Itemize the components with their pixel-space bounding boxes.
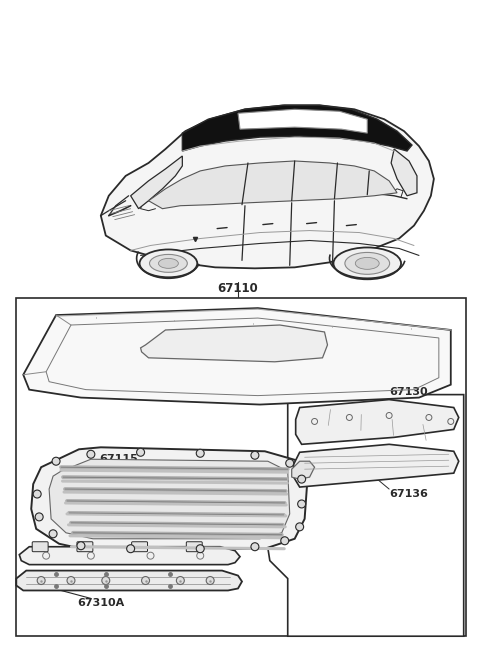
Bar: [16, 298, 466, 636]
Ellipse shape: [140, 250, 197, 277]
Text: 67310A: 67310A: [77, 599, 124, 608]
Ellipse shape: [150, 254, 187, 272]
Polygon shape: [182, 105, 412, 151]
Circle shape: [196, 545, 204, 553]
Polygon shape: [265, 394, 464, 636]
Circle shape: [137, 448, 144, 457]
Circle shape: [176, 576, 184, 584]
Circle shape: [102, 576, 110, 584]
Circle shape: [286, 459, 294, 467]
Text: 67110: 67110: [217, 282, 258, 295]
Circle shape: [127, 545, 134, 553]
Circle shape: [196, 449, 204, 457]
Circle shape: [52, 457, 60, 465]
Polygon shape: [148, 161, 397, 209]
Circle shape: [35, 513, 43, 521]
Text: 67136: 67136: [389, 489, 428, 499]
Circle shape: [142, 576, 150, 584]
Ellipse shape: [334, 248, 401, 279]
Polygon shape: [238, 109, 367, 133]
Ellipse shape: [345, 252, 390, 274]
Polygon shape: [49, 459, 290, 539]
Circle shape: [67, 576, 75, 584]
Polygon shape: [23, 308, 451, 405]
Circle shape: [251, 543, 259, 551]
Polygon shape: [296, 400, 459, 444]
Polygon shape: [19, 547, 240, 565]
Polygon shape: [292, 461, 314, 479]
FancyBboxPatch shape: [32, 542, 48, 552]
Ellipse shape: [355, 257, 379, 269]
Polygon shape: [131, 156, 182, 209]
Circle shape: [251, 451, 259, 459]
Polygon shape: [16, 571, 242, 590]
Circle shape: [298, 475, 306, 483]
Circle shape: [206, 576, 214, 584]
Circle shape: [37, 576, 45, 584]
Circle shape: [296, 523, 304, 531]
FancyBboxPatch shape: [77, 542, 93, 552]
Circle shape: [281, 537, 288, 545]
Polygon shape: [31, 447, 308, 551]
FancyBboxPatch shape: [186, 542, 202, 552]
Ellipse shape: [158, 259, 179, 269]
Circle shape: [87, 450, 95, 458]
Polygon shape: [101, 105, 434, 269]
Polygon shape: [141, 325, 327, 362]
Polygon shape: [294, 444, 459, 487]
Circle shape: [49, 530, 57, 538]
Text: 67115: 67115: [99, 454, 138, 464]
Circle shape: [298, 500, 306, 508]
Polygon shape: [391, 149, 417, 196]
Text: 67130: 67130: [389, 386, 428, 396]
Circle shape: [77, 542, 85, 550]
FancyBboxPatch shape: [132, 542, 147, 552]
Circle shape: [33, 490, 41, 498]
